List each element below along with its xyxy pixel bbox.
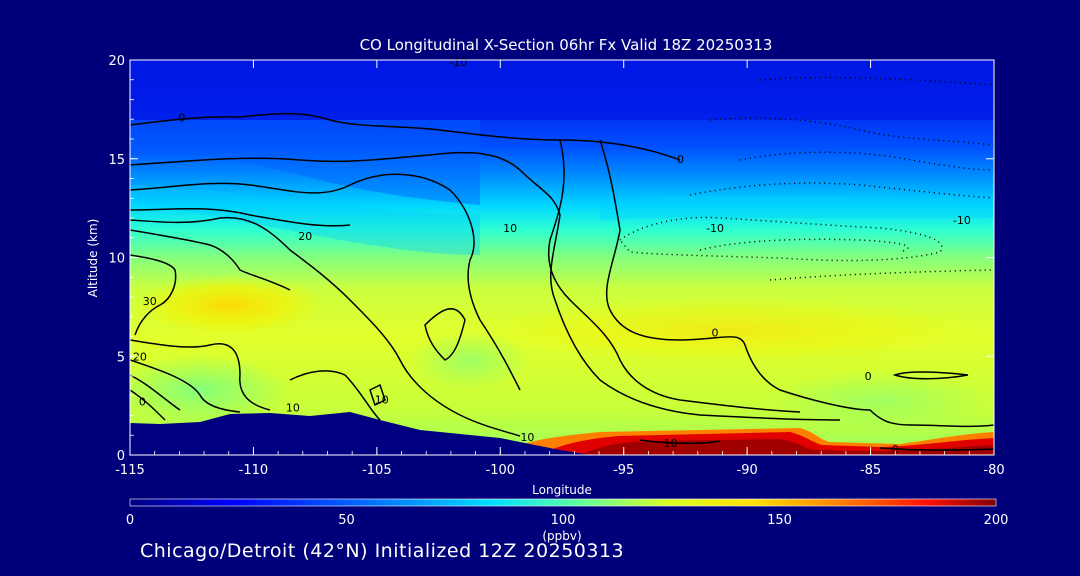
- contour-label: 10: [664, 437, 678, 450]
- y-tick-label: 5: [117, 350, 125, 365]
- contour-label: 10: [520, 431, 534, 444]
- x-tick-label: -115: [115, 463, 145, 478]
- co-field: [130, 60, 994, 455]
- y-axis-label: Altitude (km): [86, 219, 100, 298]
- footer-caption: Chicago/Detroit (42°N) Initialized 12Z 2…: [140, 540, 625, 562]
- contour-label: 0: [178, 111, 185, 124]
- colorbar-tick-label: 200: [984, 513, 1009, 528]
- x-axis: -115 -110 -105 -100 -95 -90 -85 -80: [115, 60, 1005, 478]
- x-tick-label: -85: [860, 463, 881, 478]
- y-axis: 0 5 10 15 20: [108, 54, 994, 464]
- colorbar-tick-label: 150: [767, 513, 792, 528]
- colorbar-tick-label: 50: [338, 513, 355, 528]
- contour-label: 10: [286, 402, 300, 415]
- contour-label: 10: [503, 222, 517, 235]
- x-tick-label: -110: [239, 463, 269, 478]
- contour-label: 30: [143, 295, 157, 308]
- contour-label: 0: [139, 396, 146, 409]
- x-tick-label: -95: [613, 463, 634, 478]
- y-tick-label: 0: [117, 449, 125, 464]
- colorbar: [129, 498, 997, 507]
- contour-label: 20: [298, 230, 312, 243]
- contour-lines: [130, 112, 994, 451]
- x-tick-label: -100: [486, 463, 516, 478]
- contour-label: 0: [865, 370, 872, 383]
- colorbar-tick-label: 0: [126, 513, 134, 528]
- x-tick-label: -80: [983, 463, 1004, 478]
- contour-label: 20: [133, 350, 147, 363]
- contour-label: 0: [712, 327, 719, 340]
- x-tick-label: -90: [737, 463, 758, 478]
- contour-labels: 0 10 20 30 -10 0 10 20 10 10 10 0 -10 -10 0 0 0: [133, 56, 971, 456]
- colorbar-ticks: 0 50 100 150 200: [126, 513, 1009, 528]
- contour-label: -10: [953, 214, 971, 227]
- contour-label: 0: [892, 443, 899, 456]
- chart-title: CO Longitudinal X-Section 06hr Fx Valid …: [360, 36, 773, 54]
- x-axis-label: Longitude: [532, 483, 592, 497]
- y-tick-label: 15: [108, 153, 125, 168]
- y-tick-label: 20: [108, 54, 125, 69]
- colorbar-label: (ppbv): [542, 529, 581, 543]
- contour-label: -10: [706, 222, 724, 235]
- x-tick-label: -105: [362, 463, 392, 478]
- colorbar-tick-label: 100: [551, 513, 576, 528]
- negative-contours: [618, 76, 994, 281]
- y-tick-label: 10: [108, 252, 125, 267]
- contour-label: 0: [677, 153, 684, 166]
- contour-label: -10: [449, 56, 467, 69]
- contour-label: 10: [375, 394, 389, 407]
